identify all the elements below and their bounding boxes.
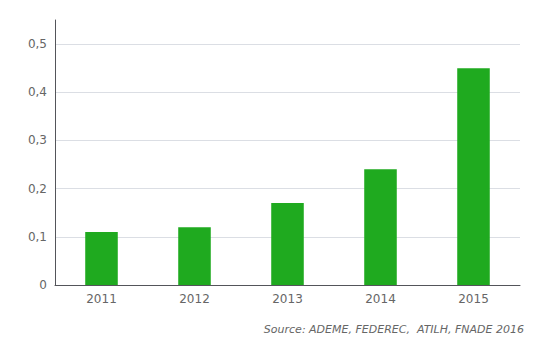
svg-text:0: 0 [39,278,47,292]
svg-text:0,5: 0,5 [28,37,47,51]
svg-text:2014: 2014 [365,292,396,306]
svg-text:0,3: 0,3 [28,133,47,147]
svg-text:2015: 2015 [458,292,489,306]
svg-text:0,2: 0,2 [28,182,47,196]
svg-text:0,4: 0,4 [28,85,47,99]
svg-text:2011: 2011 [86,292,117,306]
svg-text:2013: 2013 [272,292,303,306]
svg-text:0,1: 0,1 [28,230,47,244]
svg-text:Source: ADEME, FEDEREC, ATILH: Source: ADEME, FEDEREC, ATILH, FNADE 201… [264,323,524,336]
svg-text:2012: 2012 [179,292,210,306]
